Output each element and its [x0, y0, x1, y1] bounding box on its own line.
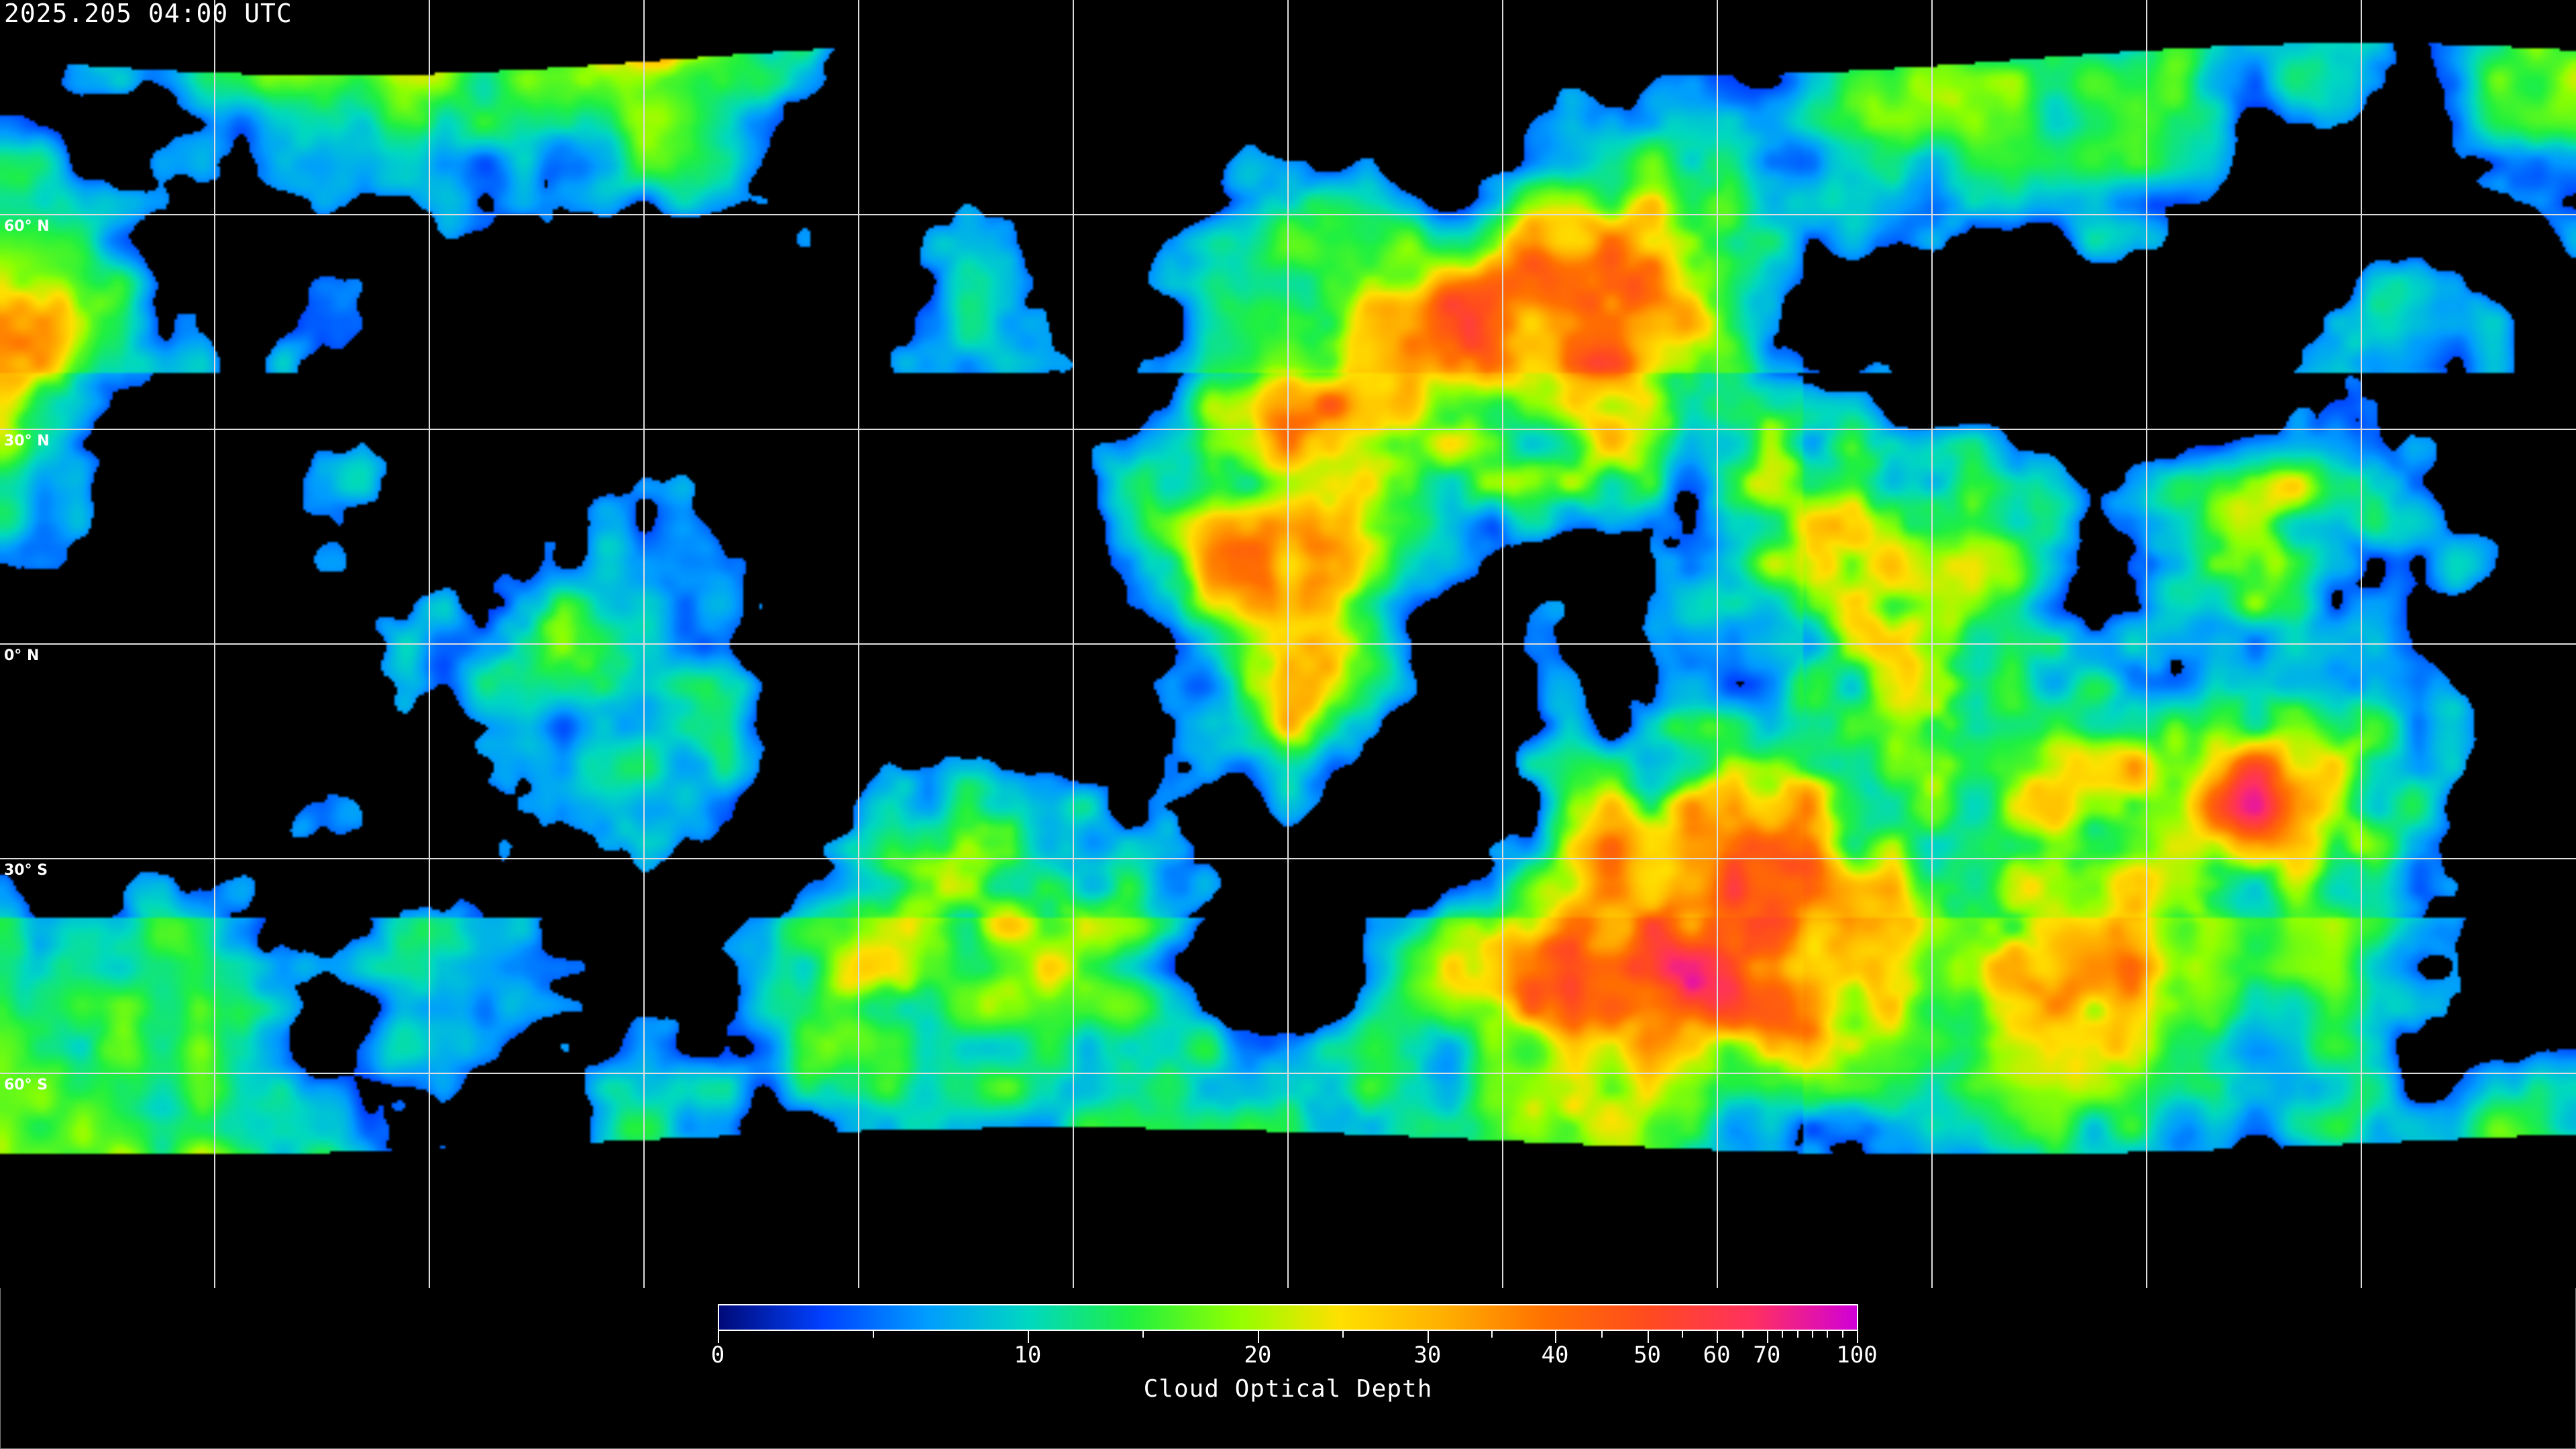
colorbar-tick-label: 50 [1633, 1342, 1662, 1368]
graticule [0, 0, 2576, 1288]
colorbar-tick-label: 60 [1703, 1342, 1731, 1368]
colorbar-minor-tick [872, 1331, 874, 1338]
colorbar-minor-tick [1827, 1331, 1829, 1338]
colorbar-minor-tick [1342, 1331, 1344, 1338]
colorbar-major-tick [718, 1331, 719, 1343]
colorbar-tick-label: 30 [1413, 1342, 1442, 1368]
lat-label-30s: 30° S [4, 862, 48, 879]
lat-label-60s: 60° S [4, 1077, 48, 1093]
colorbar-minor-tick [1682, 1331, 1684, 1338]
colorbar-major-tick [1717, 1331, 1719, 1343]
colorbar-minor-tick [1782, 1331, 1784, 1338]
colorbar [718, 1304, 1858, 1331]
colorbar-major-tick [1555, 1331, 1557, 1343]
colorbar-major-tick [1257, 1331, 1259, 1343]
lat-label-30n: 30° N [4, 433, 50, 449]
colorbar-minor-tick [1841, 1331, 1843, 1338]
colorbar-tick-label: 10 [1014, 1342, 1042, 1368]
colorbar-tick-label: 70 [1753, 1342, 1781, 1368]
colorbar-minor-tick [1741, 1331, 1743, 1338]
colorbar-minor-tick [1601, 1331, 1603, 1338]
colorbar-major-tick [1857, 1331, 1858, 1343]
colorbar-minor-tick [1491, 1331, 1493, 1338]
timestamp: 2025.205 04:00 UTC [4, 0, 292, 28]
colorbar-ticks [718, 1331, 1858, 1351]
cloud-optical-depth-map [0, 0, 2576, 1288]
colorbar-major-tick [1027, 1331, 1029, 1343]
colorbar-tick-label: 20 [1244, 1342, 1272, 1368]
colorbar-major-tick [1647, 1331, 1649, 1343]
colorbar-tick-label: 100 [1836, 1342, 1878, 1368]
lat-label-0: 0° N [4, 647, 40, 664]
colorbar-tick-label: 40 [1541, 1342, 1569, 1368]
colorbar-tick-label: 0 [710, 1342, 725, 1368]
colorbar-minor-tick [1796, 1331, 1799, 1338]
colorbar-major-tick [1766, 1331, 1768, 1343]
lat-label-60n: 60° N [4, 218, 50, 235]
colorbar-title: Cloud Optical Depth [1143, 1375, 1433, 1403]
colorbar-minor-tick [1811, 1331, 1813, 1338]
colorbar-major-tick [1427, 1331, 1429, 1343]
colorbar-minor-tick [1142, 1331, 1144, 1338]
